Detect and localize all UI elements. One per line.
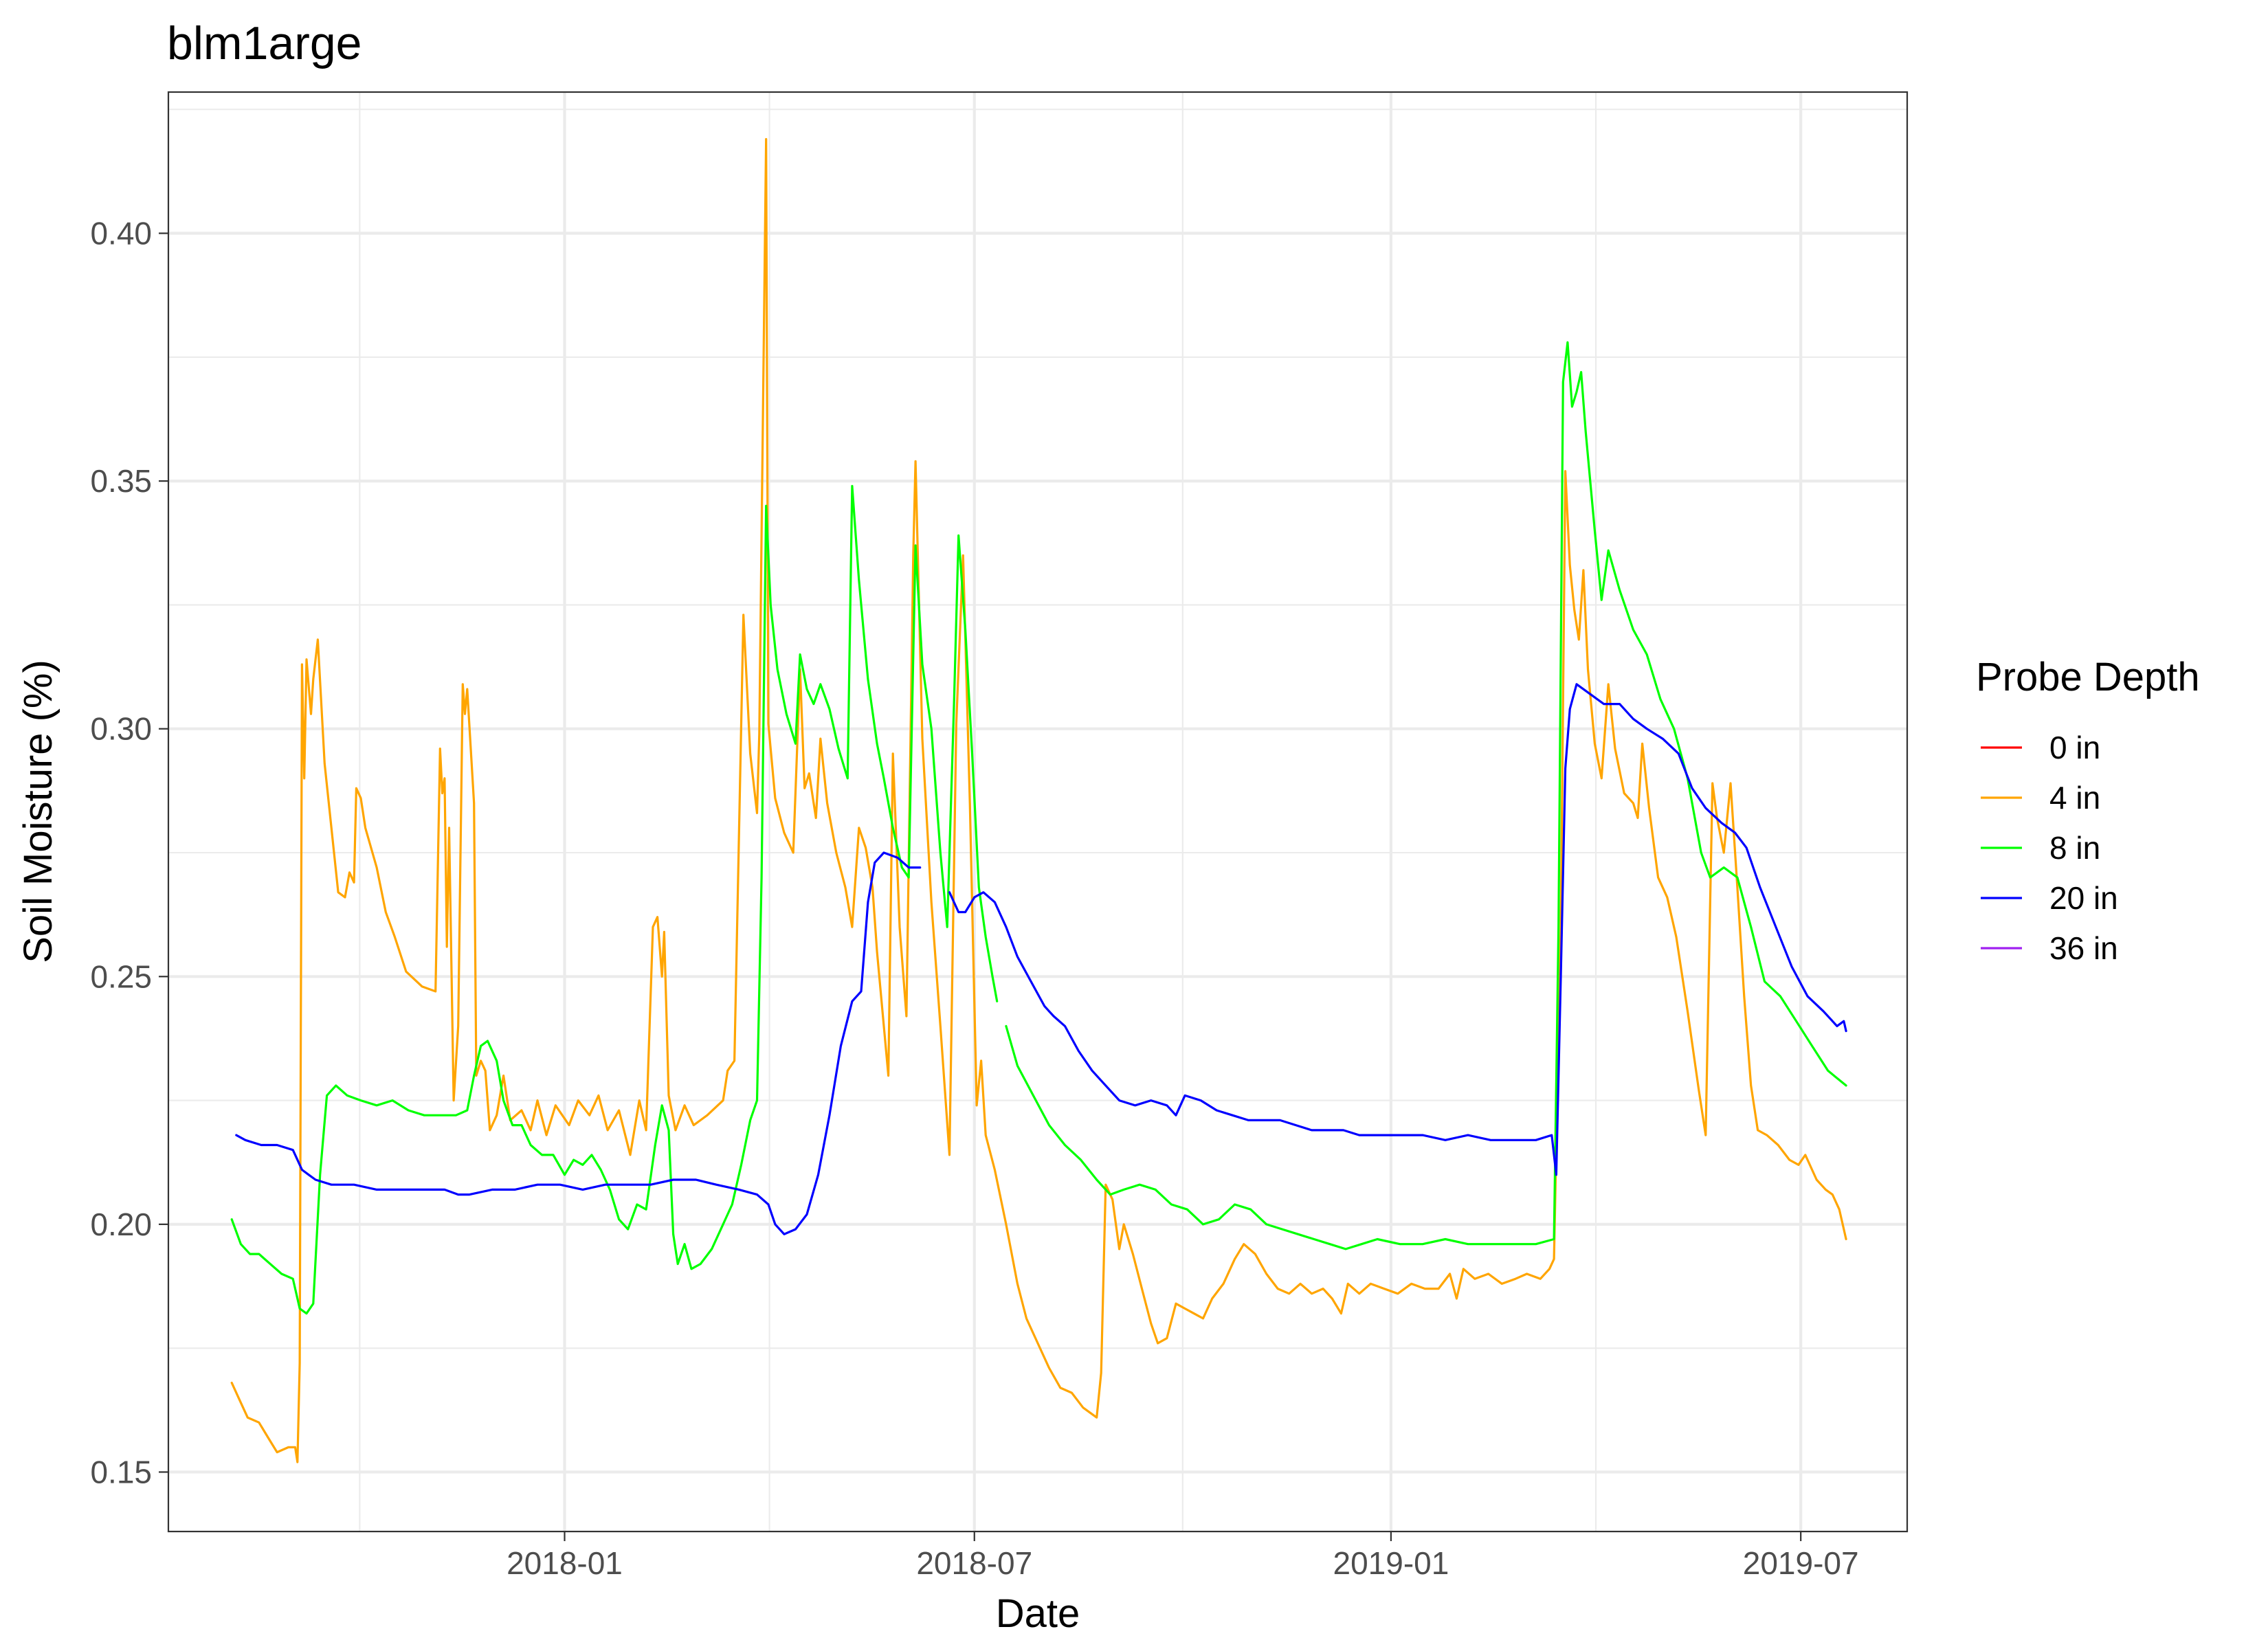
y-tick-label: 0.30 [90, 711, 152, 747]
legend-label: 4 in [2049, 780, 2100, 816]
chart-title: blm1arge [167, 17, 362, 69]
grid-minor [168, 92, 1907, 1532]
series-8-in-line [230, 484, 999, 1315]
legend-label: 20 in [2049, 880, 2118, 916]
y-tick-label: 0.35 [90, 463, 152, 499]
x-tick-label: 2019-01 [1333, 1545, 1449, 1581]
series-20-in-line [235, 851, 922, 1235]
y-tick-label: 0.15 [90, 1454, 152, 1490]
legend-label: 36 in [2049, 930, 2118, 966]
series-20-in-line [948, 683, 1847, 1176]
x-tick-label: 2019-07 [1743, 1545, 1859, 1581]
x-tick-label: 2018-07 [916, 1545, 1032, 1581]
series-8-in-line [1005, 341, 1847, 1250]
legend-title: Probe Depth [1976, 655, 2200, 699]
series-layer [230, 137, 1847, 1463]
legend-items: 0 in 4 in 8 in 20 in 36 in [1981, 730, 2118, 966]
plot-panel-border [167, 91, 1909, 1533]
legend-label: 8 in [2049, 830, 2100, 866]
y-tick-label: 0.20 [90, 1207, 152, 1242]
y-tick-label: 0.25 [90, 958, 152, 994]
legend-label: 0 in [2049, 730, 2100, 765]
x-axis-title: Date [996, 1591, 1080, 1636]
y-axis-title: Soil Moisture (%) [16, 660, 60, 963]
series-4-in-line [230, 137, 1847, 1463]
legend: Probe Depth 0 in 4 in 8 in 20 in 36 in [1976, 655, 2200, 966]
x-tick-label: 2018-01 [507, 1545, 623, 1581]
plot-panel [168, 92, 1907, 1532]
y-tick-label: 0.40 [90, 216, 152, 251]
x-axis: 2018-01 2018-07 2019-01 2019-07 [507, 1532, 1859, 1581]
y-axis: 0.15 0.20 0.25 0.30 0.35 0.40 [90, 216, 168, 1490]
